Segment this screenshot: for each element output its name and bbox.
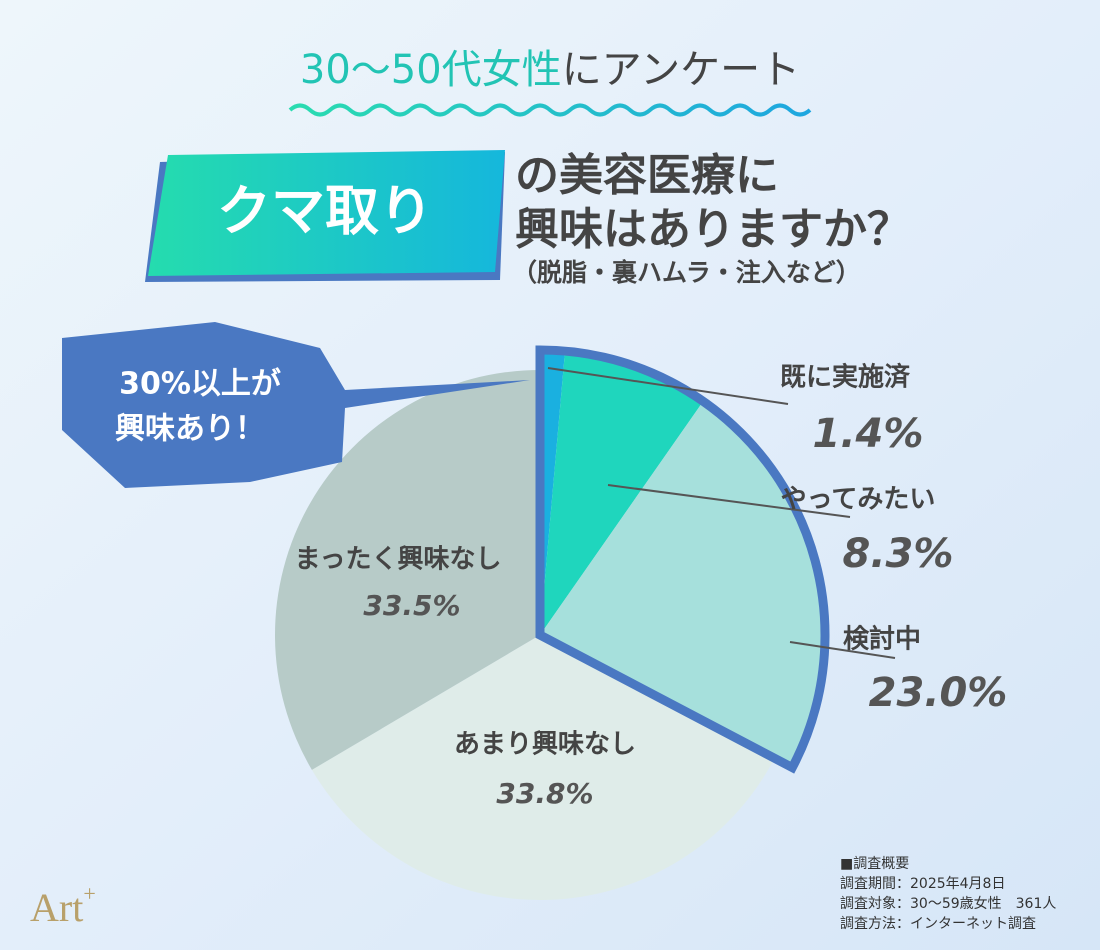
pie-slice [540, 401, 825, 768]
logo: Art+ [30, 881, 96, 930]
pie: 既に実施済 1.4% やってみたい 8.3% 検討中 23.0% あまり興味なし 33.8% ま… [275, 345, 1008, 900]
notes: ■調査概要 調査期間：2025年4月8日 調査対象：30〜59歳女性 361人 … [840, 856, 1056, 932]
heading-highlight: 30〜50代女性 [300, 47, 562, 93]
slice-value: 33.8% [496, 777, 593, 810]
note: 調査期間：2025年4月8日 [840, 876, 1005, 892]
slice-name: 検討中 [843, 624, 921, 655]
slice-name: あまり興味なし [454, 730, 636, 760]
heading: 30〜50代女性にアンケート [300, 47, 800, 93]
slice-value: 23.0% [869, 670, 1008, 716]
highlight-outline [535, 345, 830, 774]
logo-text: Art [30, 885, 83, 930]
note: ■調査概要 [840, 856, 909, 872]
slice-name: 既に実施済 [780, 362, 911, 393]
badge-text: クマ取り [217, 180, 433, 243]
note: 調査対象：30〜59歳女性 361人 [840, 895, 1056, 912]
question-line: 興味はありますか？ [515, 204, 911, 255]
heading-rest: にアンケート [562, 47, 800, 93]
leader-line [607, 484, 851, 518]
logo-sup: + [83, 881, 95, 906]
slice-value: 8.3% [843, 531, 954, 577]
slice-name: やってみたい [781, 485, 936, 515]
slice-name: まったく興味なし [295, 545, 502, 575]
callout-text: 30%以上が [119, 367, 281, 402]
callout-text: 興味あり！ [115, 412, 265, 447]
slice-value: 33.5% [363, 589, 460, 622]
subtitle: （脱脂・裏ハムラ・注入など） [512, 258, 861, 287]
leader-line [547, 367, 789, 405]
wave-line [288, 103, 812, 117]
callout [62, 322, 530, 488]
note: 調査方法：インターネット調査 [840, 916, 1036, 932]
leader-line [789, 641, 896, 659]
slice-value: 1.4% [813, 411, 924, 457]
question-line: の美容医療に [515, 150, 779, 201]
pie-slice [275, 370, 540, 770]
pie-slice [540, 351, 704, 635]
badge [148, 150, 505, 276]
pie-slice [540, 350, 566, 635]
